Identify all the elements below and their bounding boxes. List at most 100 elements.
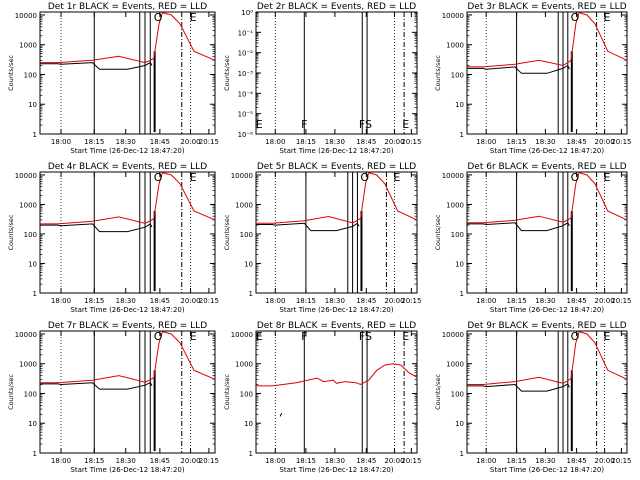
plot-frame [466, 330, 628, 454]
lld-series-line [467, 171, 628, 224]
detector-panel-4: Det 4r BLACK = Events, RED = LLD 1 10 100 10… [7, 162, 219, 314]
x-tick-label: 20:15 [401, 297, 421, 305]
x-tick-label: 20:15 [611, 138, 631, 146]
panel-title: Det 4r BLACK = Events, RED = LLD [48, 162, 207, 172]
x-axis-label: Start Time (26-Dec-12 18:47:20) [279, 147, 393, 155]
y-tick-label: 10000 [442, 331, 464, 339]
x-tick-label: 18:30 [116, 457, 136, 465]
region-marker-label: E [604, 11, 611, 24]
x-tick-label: 18:30 [325, 297, 345, 305]
y-tick-label: 10000 [231, 172, 253, 180]
y-tick-label: 10000 [231, 331, 253, 339]
y-tick-label: 10⁻⁶ [238, 131, 254, 139]
x-tick-label: 18:45 [567, 457, 587, 465]
x-axis-label: Start Time (26-Dec-12 18:47:20) [70, 306, 184, 314]
x-tick-label: 18:15 [84, 138, 104, 146]
region-marker-label: FS [359, 330, 372, 343]
x-tick-label: 18:30 [325, 138, 345, 146]
lld-series-line [256, 171, 418, 224]
y-tick-label: 1000 [19, 201, 37, 209]
y-tick-label: 10 [455, 101, 464, 109]
y-tick-label: 100 [240, 231, 253, 239]
panel-title: Det 6r BLACK = Events, RED = LLD [467, 162, 626, 172]
y-tick-label: 1 [460, 290, 464, 298]
events-series-line [256, 222, 360, 232]
detector-panel-2: Det 2r BLACK = Events, RED = LLD 10⁻⁶ 10⁻⁵… [223, 2, 421, 155]
y-tick-label: 10⁻² [238, 50, 254, 58]
x-tick-label: 18:15 [296, 138, 316, 146]
y-tick-label: 100 [24, 231, 37, 239]
x-axis-label: Start Time (26-Dec-12 18:47:20) [490, 306, 604, 314]
detector-panel-7: Det 7r BLACK = Events, RED = LLD 1 10 100 10… [7, 321, 219, 474]
x-tick-label: 18:45 [356, 138, 376, 146]
y-tick-label: 10 [28, 101, 37, 109]
plot-frame [39, 11, 216, 135]
y-tick-label: 10 [28, 420, 37, 428]
x-tick-label: 20:15 [401, 138, 421, 146]
y-axis-label: Counts/sec [434, 374, 442, 410]
region-marker-label: F [301, 118, 307, 131]
x-tick-label: 18:00 [265, 457, 285, 465]
y-tick-label: 1 [249, 290, 253, 298]
panel-title: Det 9r BLACK = Events, RED = LLD [467, 321, 626, 331]
y-axis-label: Counts/sec [7, 374, 15, 410]
y-tick-label: 1 [460, 450, 464, 458]
y-tick-label: 10 [244, 260, 253, 268]
region-marker-label: O [154, 11, 163, 24]
x-tick-label: 18:00 [265, 138, 285, 146]
y-tick-label: 1000 [19, 42, 37, 50]
x-tick-label: 20:00 [384, 297, 404, 305]
y-tick-label: 100 [451, 71, 464, 79]
region-marker-label: E [604, 330, 611, 343]
region-marker-label: FS [359, 118, 372, 131]
x-tick-label: 18:45 [150, 457, 170, 465]
detector-panel-1: Det 1r BLACK = Events, RED = LLD 1 10 100 10… [7, 2, 219, 155]
x-tick-label: 20:00 [180, 297, 200, 305]
x-tick-label: 18:15 [296, 297, 316, 305]
y-axis-label: Counts/sec [434, 55, 442, 91]
region-marker-label: O [571, 330, 580, 343]
y-axis-label: Counts/sec [223, 374, 231, 410]
y-tick-label: 1 [33, 290, 37, 298]
y-tick-label: 1000 [235, 361, 253, 369]
x-tick-label: 18:45 [567, 297, 587, 305]
y-axis-label: Counts/sec [223, 55, 231, 91]
y-tick-label: 1 [33, 131, 37, 139]
y-axis-label: Counts/sec [7, 55, 15, 91]
y-tick-label: 100 [451, 390, 464, 398]
region-marker-label: O [571, 171, 580, 184]
x-tick-label: 18:30 [535, 297, 555, 305]
detector-panel-9: Det 9r BLACK = Events, RED = LLD 1 10 100 10… [434, 321, 631, 474]
panel-title: Det 7r BLACK = Events, RED = LLD [48, 321, 207, 331]
region-marker-label: E [190, 171, 197, 184]
x-axis-label: Start Time (26-Dec-12 18:47:20) [279, 306, 393, 314]
y-tick-label: 10000 [15, 172, 37, 180]
x-axis-label: Start Time (26-Dec-12 18:47:20) [70, 147, 184, 155]
lld-series-line [256, 363, 418, 387]
x-tick-label: 20:00 [595, 138, 615, 146]
detector-panel-3: Det 3r BLACK = Events, RED = LLD 1 10 100 10… [434, 2, 631, 155]
panel-title: Det 3r BLACK = Events, RED = LLD [467, 2, 626, 12]
x-tick-label: 18:30 [116, 297, 136, 305]
x-tick-label: 18:00 [51, 457, 71, 465]
detector-panel-5: Det 5r BLACK = Events, RED = LLD 1 10 100 10… [223, 162, 421, 314]
region-marker-label: O [154, 330, 163, 343]
x-tick-label: 18:45 [567, 138, 587, 146]
lld-series-line [40, 11, 216, 64]
region-marker-label: E [604, 171, 611, 184]
region-marker-label: E [256, 118, 263, 131]
y-tick-label: 100 [24, 71, 37, 79]
x-tick-label: 18:15 [507, 457, 527, 465]
y-tick-label: 1000 [446, 201, 464, 209]
x-axis-label: Start Time (26-Dec-12 18:47:20) [490, 466, 604, 474]
region-marker-label: E [190, 330, 197, 343]
x-axis-label: Start Time (26-Dec-12 18:47:20) [279, 466, 393, 474]
lld-series-line [467, 330, 628, 385]
x-tick-label: 18:45 [150, 138, 170, 146]
y-tick-label: 10 [28, 260, 37, 268]
lld-series-line [40, 171, 216, 225]
events-series-line [40, 382, 153, 390]
region-marker-label: O [571, 11, 580, 24]
region-marker-label: O [360, 171, 369, 184]
